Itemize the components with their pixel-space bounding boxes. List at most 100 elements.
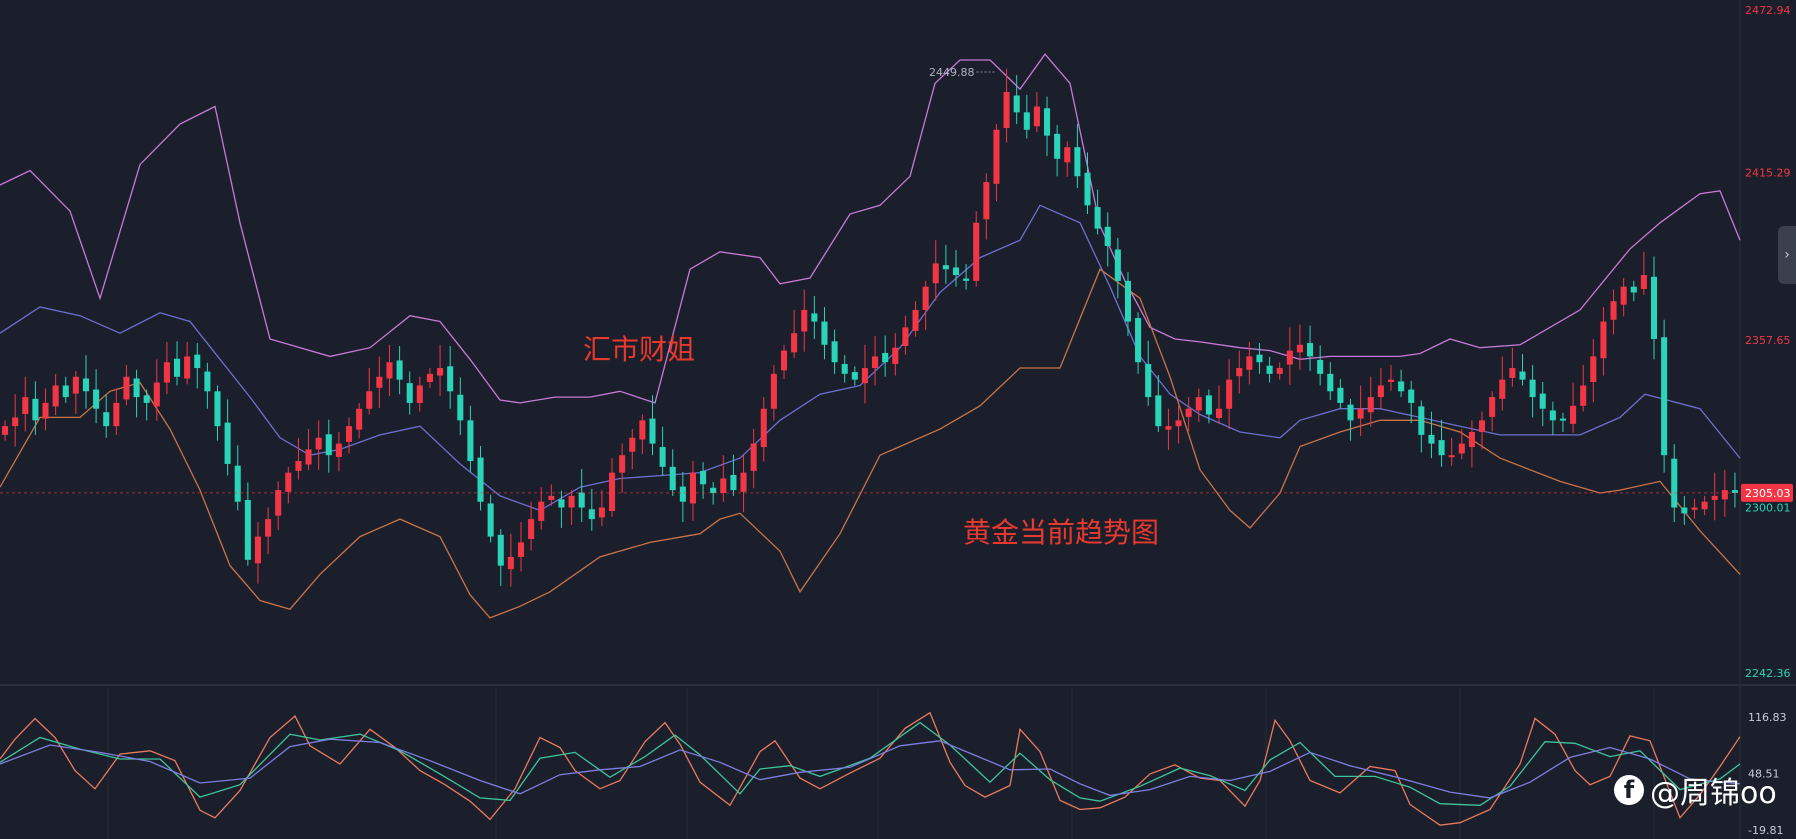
candle bbox=[1499, 379, 1506, 399]
candle bbox=[1630, 286, 1637, 293]
osc-tick-label: -19.81 bbox=[1748, 824, 1783, 837]
candle bbox=[1327, 373, 1334, 392]
candle bbox=[1711, 495, 1718, 500]
candle bbox=[1286, 350, 1293, 365]
candle bbox=[1023, 112, 1030, 130]
candle bbox=[922, 286, 929, 310]
candle bbox=[437, 368, 444, 376]
candle bbox=[629, 437, 636, 452]
candle bbox=[1367, 397, 1374, 413]
price-tick-label: 2300.01 bbox=[1745, 501, 1791, 514]
candle bbox=[1185, 408, 1192, 417]
candle bbox=[1701, 501, 1708, 510]
candle bbox=[1357, 408, 1364, 419]
candle bbox=[578, 492, 585, 508]
candle bbox=[1468, 431, 1475, 448]
candle bbox=[1549, 410, 1556, 421]
candle bbox=[750, 443, 757, 471]
candle bbox=[345, 426, 353, 442]
candle bbox=[305, 449, 312, 465]
candle bbox=[386, 362, 393, 379]
candle bbox=[973, 222, 980, 281]
current-price-tag bbox=[1741, 483, 1793, 502]
candle bbox=[1580, 385, 1587, 406]
candle bbox=[295, 461, 302, 471]
candle bbox=[1064, 147, 1071, 163]
candle bbox=[791, 333, 798, 353]
candle bbox=[801, 309, 808, 332]
facebook-icon: f bbox=[1614, 775, 1644, 805]
candle bbox=[1175, 420, 1182, 427]
candle bbox=[1256, 354, 1263, 363]
candle bbox=[912, 309, 919, 331]
candle bbox=[1529, 379, 1536, 398]
candle bbox=[538, 501, 545, 521]
candle bbox=[1013, 95, 1020, 113]
candle bbox=[1721, 490, 1728, 500]
candle bbox=[942, 265, 949, 270]
candle bbox=[1296, 344, 1303, 353]
price-axis: 2472.94 2415.29 2357.65 2300.01 2242.36 2305.… bbox=[0, 4, 1793, 837]
candle bbox=[214, 391, 221, 427]
candle bbox=[93, 389, 100, 409]
candlestick-series: 2449.88 bbox=[2, 66, 1738, 587]
candle bbox=[851, 372, 858, 380]
annotation-author: 汇市财姐 bbox=[583, 333, 696, 366]
candle bbox=[1195, 397, 1202, 411]
annotation-trend-title: 黄金当前趋势图 bbox=[963, 516, 1160, 549]
candle bbox=[639, 420, 646, 440]
candle bbox=[1155, 395, 1162, 427]
candle bbox=[1408, 389, 1415, 403]
candle bbox=[244, 499, 251, 560]
candle bbox=[1458, 443, 1465, 454]
candle bbox=[224, 422, 231, 464]
candle bbox=[932, 263, 939, 284]
candle bbox=[1215, 408, 1223, 419]
candle bbox=[62, 385, 69, 398]
candle bbox=[1489, 397, 1496, 417]
candle bbox=[548, 495, 555, 500]
candle bbox=[720, 478, 727, 493]
candle bbox=[993, 129, 1000, 184]
oscillator-panel bbox=[0, 711, 1741, 826]
candle bbox=[335, 443, 342, 457]
candle bbox=[113, 402, 120, 427]
candle bbox=[902, 327, 909, 346]
candle bbox=[1539, 393, 1546, 409]
candle bbox=[1559, 418, 1566, 421]
candle bbox=[780, 350, 788, 371]
candle bbox=[1731, 490, 1738, 493]
candle bbox=[1681, 507, 1688, 514]
candle bbox=[892, 347, 899, 364]
candle bbox=[265, 519, 272, 537]
candle bbox=[1226, 379, 1233, 409]
candle bbox=[153, 382, 160, 407]
candle bbox=[1620, 286, 1627, 305]
candle bbox=[1610, 301, 1617, 320]
candle bbox=[1347, 404, 1354, 421]
osc-tick-label: 116.83 bbox=[1748, 711, 1787, 724]
candle bbox=[1145, 363, 1152, 398]
candle bbox=[356, 408, 363, 430]
candle bbox=[1205, 395, 1212, 415]
expand-panel-tab[interactable]: › bbox=[1778, 226, 1796, 284]
candle bbox=[1600, 321, 1607, 359]
candle bbox=[1640, 275, 1647, 290]
candle bbox=[376, 376, 383, 388]
candle bbox=[1246, 356, 1253, 370]
price-tick-label: 2242.36 bbox=[1745, 667, 1791, 680]
candle bbox=[609, 472, 616, 512]
candle bbox=[598, 507, 605, 518]
candle bbox=[1671, 458, 1678, 508]
candle bbox=[588, 509, 595, 520]
candle bbox=[103, 412, 110, 427]
price-tick-label: 2472.94 bbox=[1745, 4, 1791, 17]
candle bbox=[1519, 371, 1526, 380]
candle bbox=[82, 378, 90, 392]
candle bbox=[366, 391, 373, 409]
candle bbox=[487, 503, 494, 537]
candle bbox=[234, 465, 241, 502]
candle bbox=[52, 385, 59, 407]
